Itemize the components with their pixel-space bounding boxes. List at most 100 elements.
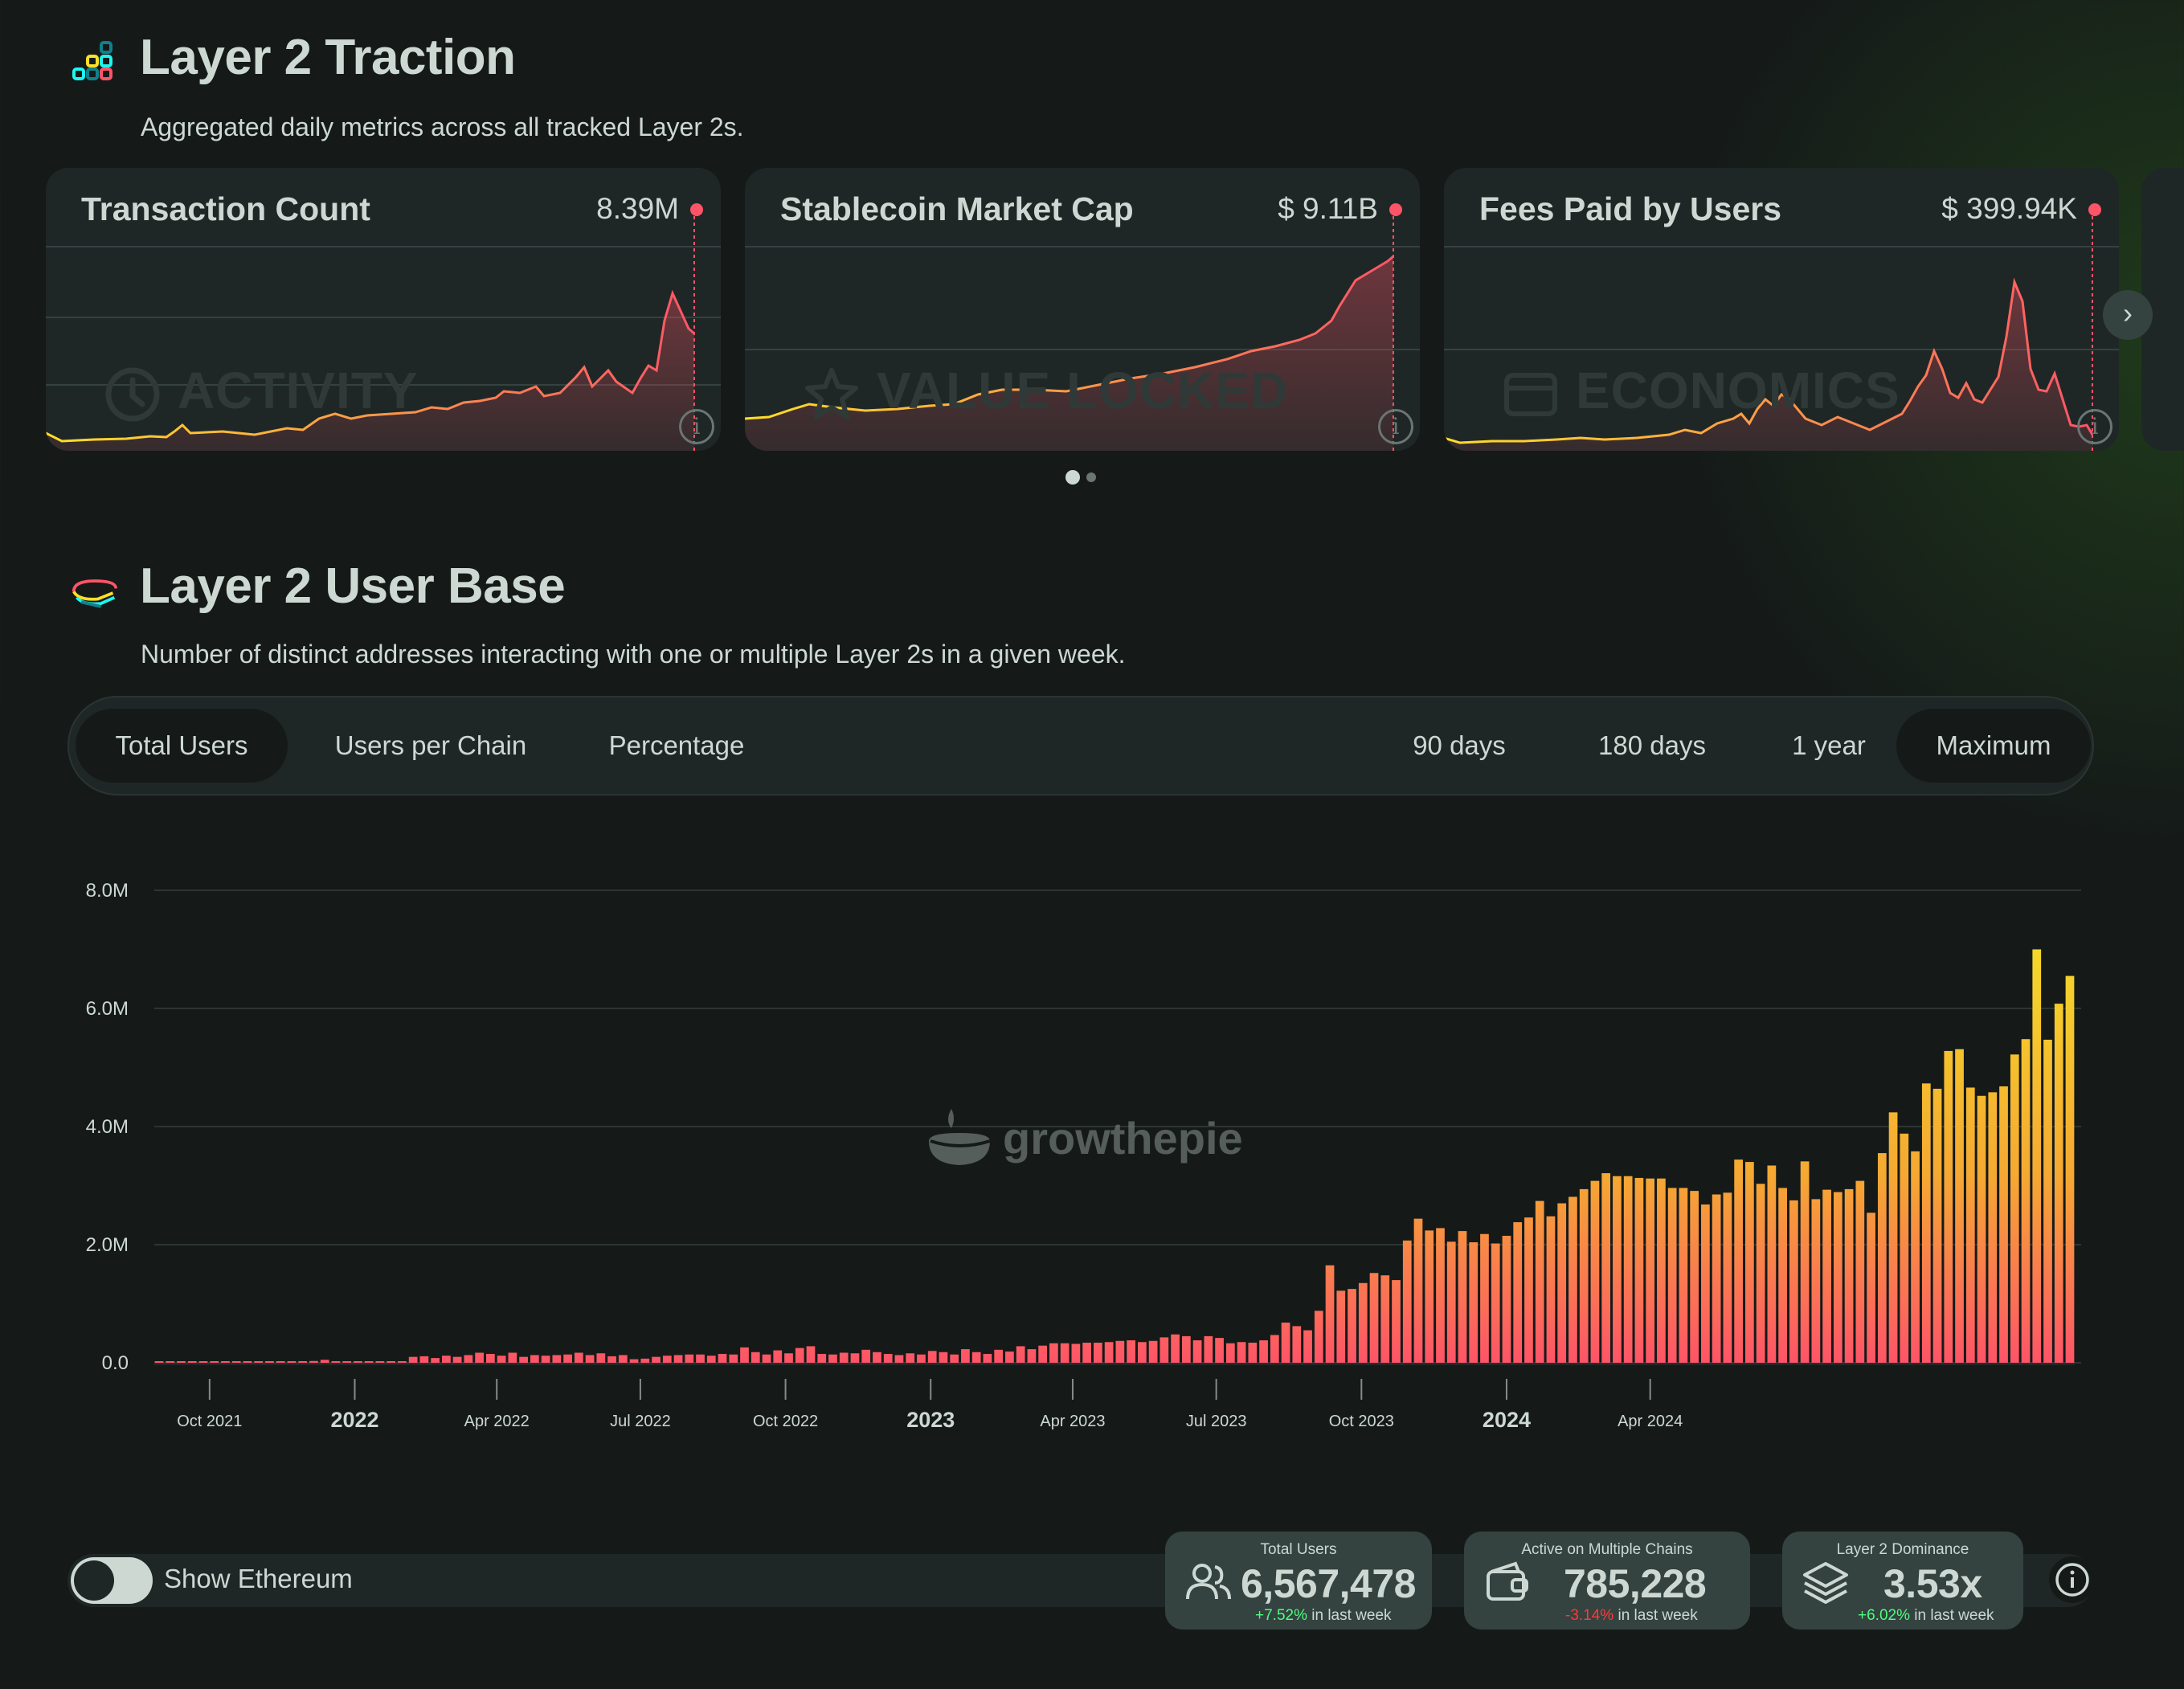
chart-bar[interactable] bbox=[254, 1361, 264, 1363]
chart-bar[interactable] bbox=[994, 1349, 1004, 1363]
chart-bar[interactable] bbox=[1281, 1323, 1290, 1363]
chart-bar[interactable] bbox=[508, 1352, 517, 1364]
chart-bar[interactable] bbox=[1690, 1191, 1699, 1364]
chart-bar[interactable] bbox=[1348, 1289, 1356, 1364]
chart-bar[interactable] bbox=[1259, 1340, 1268, 1363]
chart-bar[interactable] bbox=[1679, 1188, 1688, 1363]
chart-bar[interactable] bbox=[177, 1361, 186, 1363]
chart-bar[interactable] bbox=[1944, 1050, 1953, 1363]
chart-bar[interactable] bbox=[1667, 1188, 1677, 1363]
chart-bar[interactable] bbox=[1392, 1280, 1401, 1363]
chart-bar[interactable] bbox=[1911, 1151, 1920, 1363]
chart-bar[interactable] bbox=[652, 1356, 661, 1363]
chart-bar[interactable] bbox=[166, 1361, 175, 1363]
chart-bar[interactable] bbox=[1921, 1083, 1931, 1363]
chart-bar[interactable] bbox=[1557, 1203, 1567, 1363]
chart-bar[interactable] bbox=[1524, 1217, 1533, 1363]
chart-bar[interactable] bbox=[1038, 1345, 1048, 1363]
chart-bar[interactable] bbox=[1590, 1180, 1600, 1363]
chart-bar[interactable] bbox=[486, 1353, 495, 1364]
tab-users-per-chain[interactable]: Users per Chain bbox=[334, 730, 527, 760]
chart-bar[interactable] bbox=[1502, 1235, 1511, 1364]
chart-bar[interactable] bbox=[452, 1356, 462, 1363]
chart-bar[interactable] bbox=[408, 1356, 418, 1363]
chart-bar[interactable] bbox=[1568, 1196, 1577, 1363]
chart-bar[interactable] bbox=[1127, 1340, 1135, 1363]
chart-bar[interactable] bbox=[1005, 1352, 1014, 1363]
chart-bar[interactable] bbox=[354, 1361, 362, 1363]
chart-bar[interactable] bbox=[817, 1353, 827, 1364]
tab-total-users[interactable]: Total Users bbox=[76, 709, 288, 783]
chart-bar[interactable] bbox=[1082, 1343, 1091, 1363]
chart-bar[interactable] bbox=[331, 1361, 341, 1363]
chart-bar[interactable] bbox=[309, 1360, 318, 1363]
chart-bar[interactable] bbox=[1822, 1189, 1831, 1363]
chart-bar[interactable] bbox=[154, 1361, 164, 1363]
timespan-180-days[interactable]: 180 days bbox=[1598, 730, 1706, 760]
chart-bar[interactable] bbox=[1049, 1343, 1058, 1364]
chart-bar[interactable] bbox=[198, 1361, 208, 1363]
info-icon[interactable]: i bbox=[1378, 409, 1413, 444]
chart-bar[interactable] bbox=[773, 1350, 783, 1363]
chart-bar[interactable] bbox=[585, 1355, 595, 1363]
chart-bar[interactable] bbox=[364, 1361, 374, 1363]
chart-bar[interactable] bbox=[298, 1361, 308, 1363]
stablecoin-market-cap-card[interactable]: VALUE LOCKED Stablecoin Market Cap $ 9.1… bbox=[745, 168, 1420, 451]
fees-paid-by-users-card[interactable]: ECONOMICS Fees Paid by Users $ 399.94K i bbox=[1444, 168, 2119, 451]
chart-bar[interactable] bbox=[1634, 1177, 1644, 1363]
chart-bar[interactable] bbox=[806, 1346, 816, 1363]
transaction-count-card[interactable]: ACTIVITY Transaction Count 8.39M i bbox=[46, 168, 721, 451]
chart-bar[interactable] bbox=[1601, 1173, 1611, 1363]
chart-bar[interactable] bbox=[2032, 949, 2042, 1364]
chart-bar[interactable] bbox=[464, 1355, 473, 1363]
chart-bar[interactable] bbox=[187, 1361, 197, 1363]
chart-bar[interactable] bbox=[1623, 1176, 1633, 1363]
chart-bar[interactable] bbox=[950, 1354, 959, 1363]
chart-bar[interactable] bbox=[1800, 1161, 1810, 1364]
chart-bar[interactable] bbox=[2010, 1054, 2019, 1363]
chart-bar[interactable] bbox=[1988, 1092, 1998, 1363]
chart-bar[interactable] bbox=[342, 1361, 352, 1363]
chart-bar[interactable] bbox=[475, 1352, 484, 1364]
total-users-bar-chart[interactable]: 8.0M 6.0M 4.0M 2.0M 0.0 growthepie Oct 2021 2… bbox=[0, 836, 2184, 1495]
chart-bar[interactable] bbox=[541, 1356, 550, 1363]
chart-bar[interactable] bbox=[718, 1353, 727, 1364]
chart-bar[interactable] bbox=[2043, 1039, 2052, 1363]
chart-bar[interactable] bbox=[398, 1361, 407, 1363]
chart-bar[interactable] bbox=[618, 1355, 628, 1363]
chart-bar[interactable] bbox=[1712, 1194, 1721, 1363]
timespan-maximum[interactable]: Maximum bbox=[1896, 709, 2091, 783]
info-icon[interactable]: i bbox=[2077, 409, 2112, 444]
chart-bar[interactable] bbox=[442, 1356, 451, 1363]
chart-bar[interactable] bbox=[1767, 1165, 1777, 1363]
chart-bar[interactable] bbox=[1657, 1178, 1666, 1363]
chart-bar[interactable] bbox=[850, 1353, 860, 1363]
chart-bar[interactable] bbox=[1965, 1087, 1975, 1363]
info-button[interactable] bbox=[2049, 1556, 2096, 1603]
chart-bar[interactable] bbox=[1888, 1112, 1898, 1363]
chart-bar[interactable] bbox=[231, 1361, 241, 1363]
chart-bar[interactable] bbox=[1844, 1188, 1854, 1363]
chart-bar[interactable] bbox=[1977, 1095, 1986, 1363]
chart-bar[interactable] bbox=[530, 1355, 539, 1363]
chart-bar[interactable] bbox=[1181, 1335, 1191, 1363]
chart-bar[interactable] bbox=[243, 1361, 252, 1363]
chart-bar[interactable] bbox=[1745, 1162, 1754, 1363]
info-icon[interactable]: i bbox=[679, 409, 714, 444]
show-ethereum-toggle[interactable] bbox=[71, 1557, 153, 1604]
chart-bar[interactable] bbox=[883, 1353, 893, 1364]
chart-bar[interactable] bbox=[1292, 1326, 1302, 1363]
chart-bar[interactable] bbox=[1811, 1199, 1821, 1363]
chart-bar[interactable] bbox=[1458, 1231, 1467, 1364]
chart-bar[interactable] bbox=[1480, 1233, 1489, 1363]
chart-bar[interactable] bbox=[1225, 1343, 1235, 1364]
chart-bar[interactable] bbox=[287, 1361, 297, 1363]
chart-bar[interactable] bbox=[1171, 1334, 1180, 1363]
chart-bar[interactable] bbox=[607, 1356, 616, 1363]
chart-bar[interactable] bbox=[917, 1354, 926, 1363]
chart-bar[interactable] bbox=[1579, 1188, 1589, 1363]
chart-bar[interactable] bbox=[1491, 1243, 1500, 1363]
chart-bar[interactable] bbox=[221, 1361, 230, 1363]
chart-bar[interactable] bbox=[939, 1352, 948, 1363]
chart-bar[interactable] bbox=[861, 1349, 871, 1363]
